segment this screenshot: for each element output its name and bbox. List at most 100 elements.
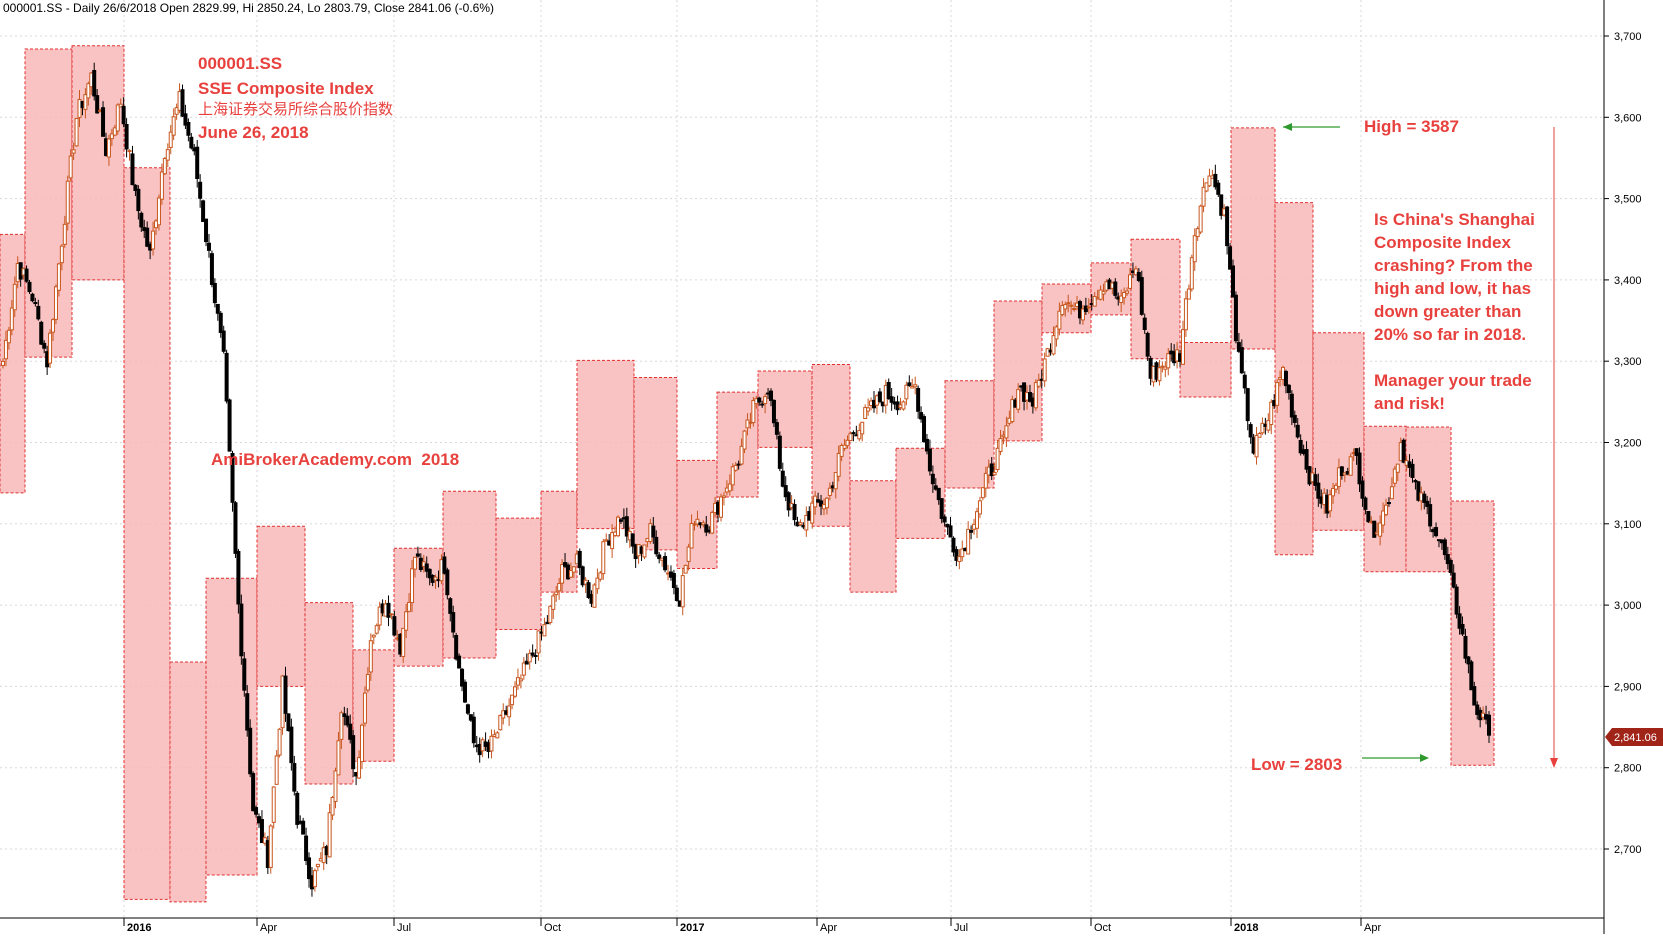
candle-body (601, 541, 606, 575)
candle-body (30, 293, 35, 302)
candle-body (39, 321, 44, 345)
candle-body (27, 281, 32, 293)
candle-body (1066, 302, 1071, 305)
candle-body (271, 786, 276, 823)
candle-body (289, 726, 294, 764)
candle-body (721, 495, 726, 498)
last-price-badge-shape (1605, 728, 1663, 746)
candle-body (824, 497, 829, 509)
candle-body (454, 635, 459, 660)
candle-body (301, 820, 306, 835)
candle-body (201, 200, 206, 222)
candle-body (174, 107, 179, 115)
candle-body (1016, 389, 1021, 410)
range-boxes-layer (0, 45, 1495, 903)
candle-body (810, 502, 815, 524)
candle-body (233, 502, 238, 554)
candle-body (51, 319, 56, 333)
candle-body (657, 554, 662, 560)
candle-body (624, 516, 629, 537)
candle-body (1242, 374, 1247, 389)
candle-body (86, 83, 91, 99)
candle-body (695, 518, 700, 525)
candle-body (836, 452, 841, 477)
candle-body (1422, 493, 1427, 503)
range-box (442, 490, 497, 659)
candle-body (1119, 295, 1124, 304)
y-tick-label: 3,400 (1614, 275, 1642, 287)
candle-body (913, 384, 918, 388)
candle-body (1128, 274, 1133, 289)
candle-body (1122, 292, 1127, 299)
candle-body (12, 283, 17, 311)
candle-body (736, 463, 741, 466)
candle-body (674, 587, 679, 601)
last-price-badge-text: 2,841.06 (1614, 732, 1657, 744)
candle-body (615, 516, 620, 537)
range-box (716, 391, 759, 498)
candle-body (389, 613, 394, 616)
candle-body (730, 466, 735, 486)
candle-body (974, 511, 979, 529)
x-tick-label: Apr (1364, 922, 1381, 934)
candle-body (551, 595, 556, 610)
candle-body (1166, 353, 1171, 369)
candle-body (1192, 235, 1197, 263)
candle-body (577, 550, 582, 569)
candle-body (415, 553, 420, 557)
candle-body (1248, 424, 1253, 438)
candle-body (386, 602, 391, 618)
candle-body (992, 472, 997, 476)
candle-body (121, 105, 126, 125)
candle-body (671, 573, 676, 589)
candle-body (1266, 420, 1271, 431)
candle-body (245, 693, 250, 731)
candle-body (1086, 306, 1091, 309)
range-box (304, 602, 354, 785)
candle-body (683, 564, 688, 574)
chinese-name-label: 上海证券交易所综合股价指数 (198, 100, 393, 118)
candle-body (1219, 194, 1224, 216)
candle-body (227, 399, 232, 452)
candle-body (1139, 277, 1144, 315)
candle-body (65, 180, 70, 224)
candle-body (1225, 206, 1230, 247)
range-box (757, 370, 813, 448)
last-price-badge: 2,841.06 (1605, 728, 1663, 746)
candle-body (977, 500, 982, 515)
candle-body (618, 519, 623, 522)
candle-body (109, 133, 114, 140)
candle-body (445, 569, 450, 596)
candle-body (1434, 527, 1439, 537)
candle-body (118, 103, 123, 108)
candle-body (498, 715, 503, 731)
candle-body (1363, 497, 1368, 510)
range-box (849, 480, 897, 593)
candle-body (412, 556, 417, 570)
candle-body (542, 624, 547, 637)
y-tick-label: 3,100 (1614, 519, 1642, 531)
candle-body (948, 525, 953, 538)
candle-body (610, 532, 615, 550)
candle-body (927, 448, 932, 472)
candle-body (1392, 468, 1397, 484)
watermark-label: AmiBrokerAcademy.com 2018 (211, 450, 459, 469)
candle-body (1298, 439, 1303, 454)
candle-body (686, 546, 691, 562)
candle-body (292, 763, 297, 792)
candle-body (336, 740, 341, 776)
candle-body (1381, 510, 1386, 526)
candle-body (448, 598, 453, 614)
candle-body (330, 796, 335, 816)
candle-body (1201, 186, 1206, 207)
candle-body (930, 473, 935, 485)
comment-line: Composite Index (1374, 233, 1512, 252)
candle-body (156, 197, 161, 226)
grid-layer (0, 0, 1604, 918)
candle-body (162, 157, 167, 175)
candle-body (515, 677, 520, 686)
candle-body (1213, 173, 1218, 188)
candle-body (592, 584, 597, 608)
candle-body (48, 332, 53, 364)
